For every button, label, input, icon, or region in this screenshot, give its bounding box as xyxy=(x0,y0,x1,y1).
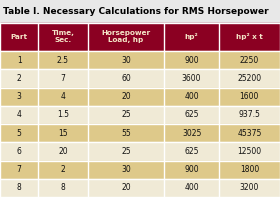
Bar xyxy=(0,179,38,197)
Bar xyxy=(0,124,38,142)
Bar xyxy=(87,106,164,124)
Text: 3: 3 xyxy=(17,92,22,101)
Text: 55: 55 xyxy=(121,129,131,138)
Text: 625: 625 xyxy=(184,111,199,120)
Bar xyxy=(87,142,164,161)
Bar xyxy=(0,142,38,161)
Text: 15: 15 xyxy=(58,129,68,138)
Bar xyxy=(219,88,280,106)
Bar xyxy=(219,179,280,197)
Text: 20: 20 xyxy=(58,147,68,156)
Text: 2.5: 2.5 xyxy=(57,56,69,65)
Bar xyxy=(87,161,164,179)
Text: 7: 7 xyxy=(60,74,66,83)
Text: 25200: 25200 xyxy=(237,74,262,83)
Bar xyxy=(0,161,38,179)
Bar xyxy=(38,161,87,179)
Text: 1: 1 xyxy=(17,56,22,65)
Text: 12500: 12500 xyxy=(237,147,262,156)
Text: 5: 5 xyxy=(17,129,22,138)
Text: Table I. Necessary Calculations for RMS Horsepower: Table I. Necessary Calculations for RMS … xyxy=(3,7,269,16)
Text: 60: 60 xyxy=(121,74,131,83)
Text: 900: 900 xyxy=(184,165,199,174)
Text: Horsepower
Load, hp: Horsepower Load, hp xyxy=(101,31,151,43)
Bar xyxy=(87,124,164,142)
Bar xyxy=(164,179,219,197)
Text: 1.5: 1.5 xyxy=(57,111,69,120)
Text: 3600: 3600 xyxy=(182,74,201,83)
Text: 7: 7 xyxy=(17,165,22,174)
Bar xyxy=(219,106,280,124)
Text: Time,
Sec.: Time, Sec. xyxy=(52,31,74,43)
Text: 8: 8 xyxy=(17,183,22,192)
Bar xyxy=(0,70,38,88)
Text: 400: 400 xyxy=(184,92,199,101)
Text: 30: 30 xyxy=(121,165,131,174)
Text: 25: 25 xyxy=(121,111,131,120)
Text: hp²: hp² xyxy=(185,33,199,40)
Bar xyxy=(87,23,164,51)
Bar xyxy=(219,23,280,51)
Text: 20: 20 xyxy=(121,92,131,101)
Bar xyxy=(219,70,280,88)
Bar xyxy=(87,51,164,70)
Text: 8: 8 xyxy=(61,183,65,192)
Bar xyxy=(219,161,280,179)
Text: 3025: 3025 xyxy=(182,129,201,138)
Bar xyxy=(38,124,87,142)
Text: 2250: 2250 xyxy=(240,56,259,65)
Text: 900: 900 xyxy=(184,56,199,65)
Text: 6: 6 xyxy=(17,147,22,156)
Text: 45375: 45375 xyxy=(237,129,262,138)
Text: 4: 4 xyxy=(60,92,66,101)
Bar xyxy=(219,142,280,161)
Text: 20: 20 xyxy=(121,183,131,192)
Bar xyxy=(164,106,219,124)
Bar xyxy=(38,179,87,197)
Text: hp² x t: hp² x t xyxy=(236,33,263,40)
Text: 2: 2 xyxy=(17,74,22,83)
Bar xyxy=(0,0,280,23)
Bar xyxy=(164,88,219,106)
Bar xyxy=(164,161,219,179)
Text: Part: Part xyxy=(11,34,28,40)
Bar xyxy=(87,88,164,106)
Bar xyxy=(87,70,164,88)
Bar xyxy=(0,23,38,51)
Bar xyxy=(219,51,280,70)
Bar xyxy=(38,70,87,88)
Text: 937.5: 937.5 xyxy=(239,111,260,120)
Text: 1600: 1600 xyxy=(240,92,259,101)
Bar xyxy=(164,51,219,70)
Bar xyxy=(0,106,38,124)
Bar xyxy=(38,51,87,70)
Bar xyxy=(164,23,219,51)
Text: 400: 400 xyxy=(184,183,199,192)
Bar xyxy=(38,142,87,161)
Text: 625: 625 xyxy=(184,147,199,156)
Text: 25: 25 xyxy=(121,147,131,156)
Bar xyxy=(164,124,219,142)
Bar xyxy=(38,88,87,106)
Bar xyxy=(219,124,280,142)
Text: 1800: 1800 xyxy=(240,165,259,174)
Bar xyxy=(0,88,38,106)
Bar xyxy=(164,70,219,88)
Text: 30: 30 xyxy=(121,56,131,65)
Text: 4: 4 xyxy=(17,111,22,120)
Bar xyxy=(38,106,87,124)
Bar xyxy=(38,23,87,51)
Bar xyxy=(164,142,219,161)
Text: 2: 2 xyxy=(61,165,65,174)
Text: 3200: 3200 xyxy=(240,183,259,192)
Bar xyxy=(87,179,164,197)
Bar xyxy=(0,51,38,70)
